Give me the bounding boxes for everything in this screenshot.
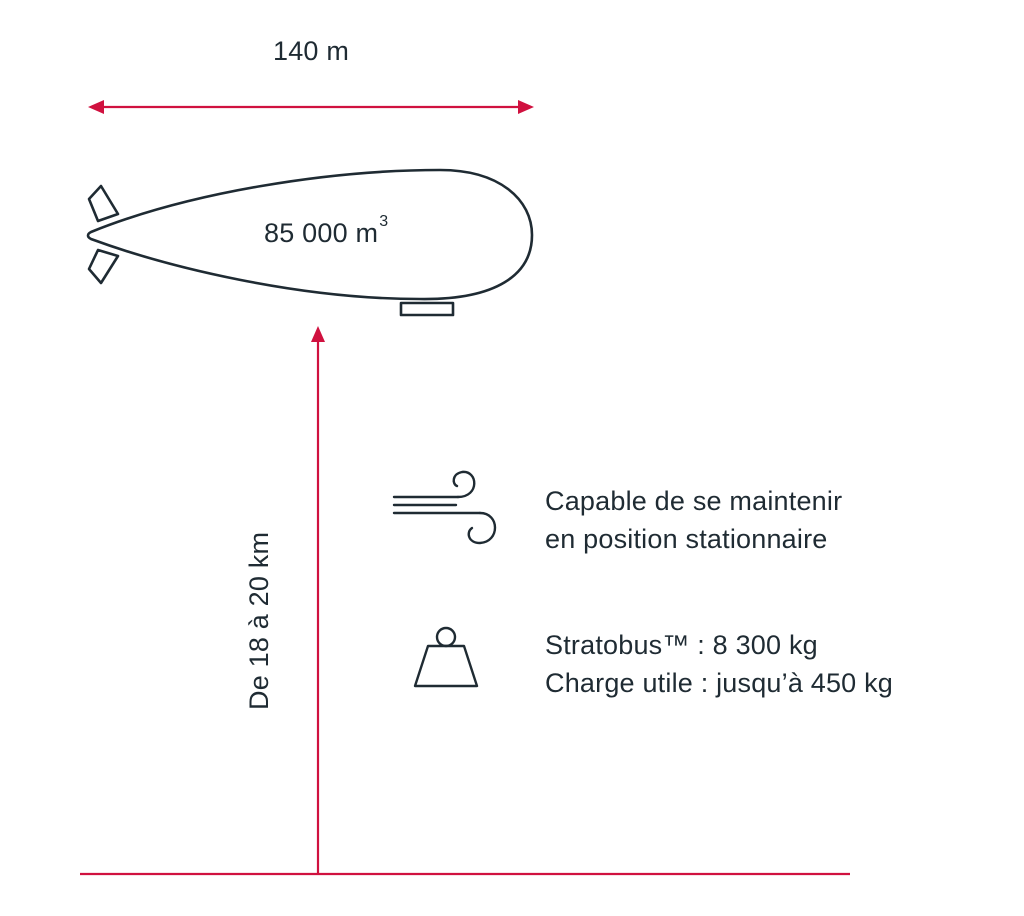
volume-exponent: 3	[379, 213, 389, 230]
volume-value: 85 000 m	[264, 218, 379, 248]
station-keeping-line-2: en position stationnaire	[545, 524, 828, 554]
weight-icon	[413, 626, 479, 688]
tail-fin-top	[87, 184, 120, 223]
total-weight-line: Stratobus™ : 8 300 kg	[545, 630, 818, 660]
altitude-label: De 18 à 20 km	[244, 531, 274, 710]
length-arrow	[88, 100, 534, 114]
volume-label: 85 000 m3	[264, 214, 388, 248]
altitude-arrow	[311, 326, 325, 874]
wind-icon	[392, 470, 497, 545]
gondola	[399, 301, 455, 317]
airship-icon	[86, 168, 534, 317]
length-label: 140 m	[273, 36, 350, 66]
airship-envelope	[86, 168, 534, 301]
station-keeping-line-1: Capable de se maintenir	[545, 486, 843, 516]
station-keeping-text: Capable de se maintenir en position stat…	[545, 482, 842, 558]
payload-line: Charge utile : jusqu’à 450 kg	[545, 668, 894, 698]
tail-fin-bottom	[87, 248, 120, 285]
weight-text: Stratobus™ : 8 300 kg Charge utile : jus…	[545, 626, 893, 702]
